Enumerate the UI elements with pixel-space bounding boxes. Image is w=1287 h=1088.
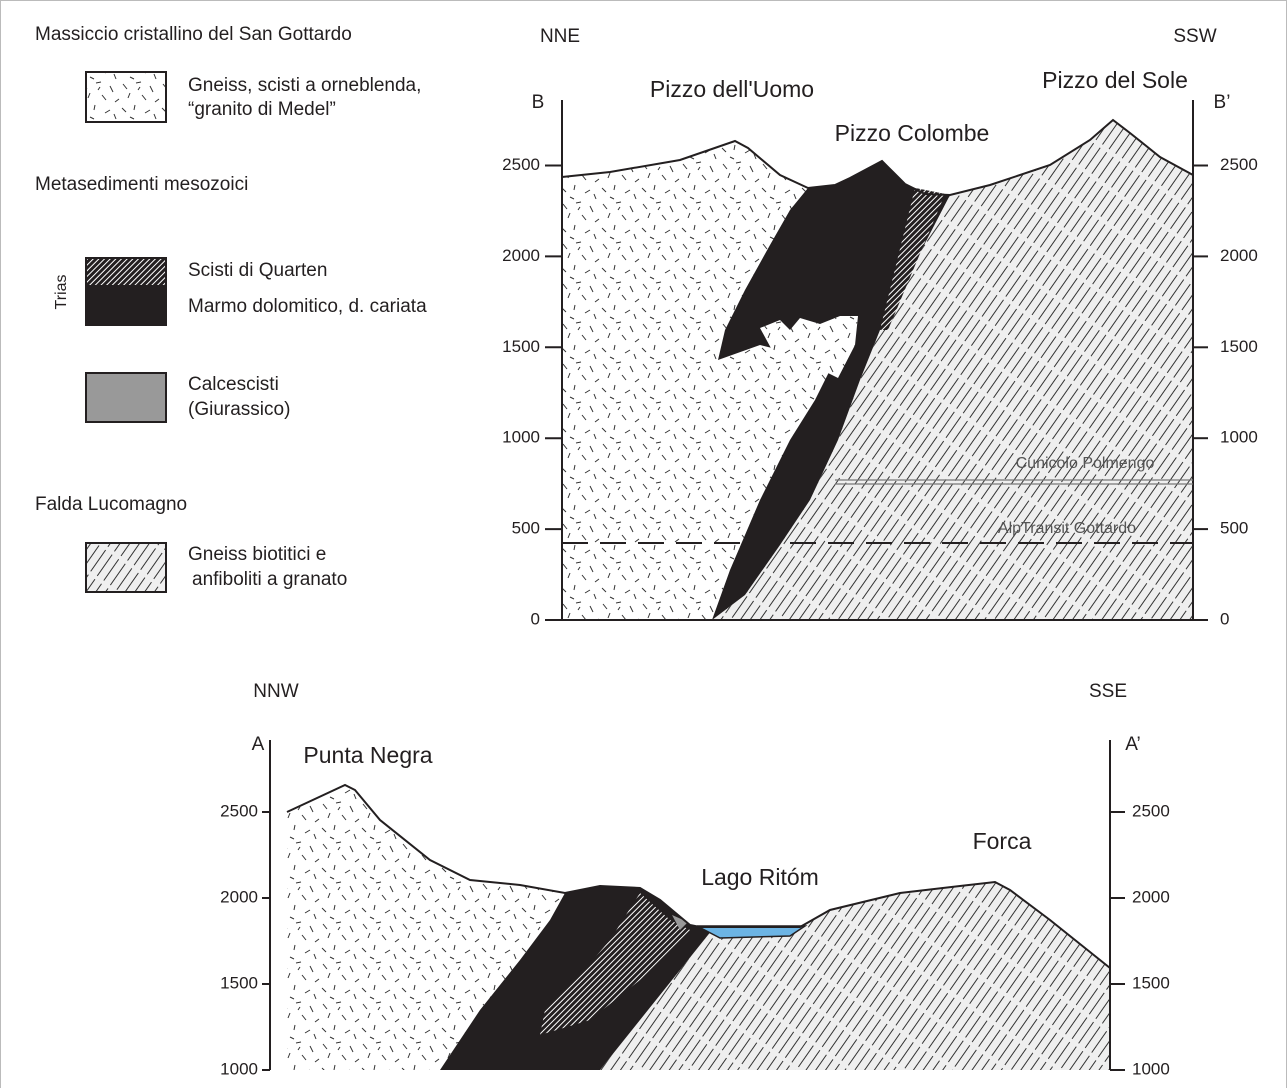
tick-label: 500	[512, 519, 540, 538]
tick-label: 2000	[220, 887, 258, 906]
legend-swatch	[86, 72, 166, 122]
peak-label: Pizzo dell'Uomo	[650, 76, 814, 102]
tick-label: 0	[1220, 609, 1229, 628]
diagram: Massiccio cristallino del San Gottardo G…	[0, 0, 1287, 1088]
legend-swatch	[86, 258, 166, 285]
tunnel-label: AlpTransit Gottardo	[998, 520, 1136, 537]
tick-label: 1000	[1220, 428, 1258, 447]
legend-item: anfiboliti a granato	[192, 569, 347, 590]
tick-label: 500	[1220, 519, 1248, 538]
tick-label: 1500	[502, 337, 540, 356]
direction: SSE	[1089, 681, 1127, 702]
legend-group-title: Falda Lucomagno	[35, 494, 187, 515]
tick-label: 2500	[1220, 155, 1258, 174]
page: Massiccio cristallino del San Gottardo G…	[0, 0, 1287, 1088]
tick-label: 1000	[502, 428, 540, 447]
section-end: B	[532, 92, 545, 113]
falda-body	[600, 882, 1110, 1070]
section-end: A	[252, 734, 265, 755]
tick-label: 2500	[1132, 801, 1170, 820]
section-b: Cunicolo Polmengo AlpTransit Gottardo NN…	[532, 26, 1231, 620]
peak-label: Pizzo del Sole	[1042, 67, 1188, 93]
direction: SSW	[1173, 26, 1216, 47]
legend-item: Gneiss biotitici e	[188, 544, 326, 565]
legend-item: Scisti di Quarten	[188, 260, 327, 281]
legend-swatch	[86, 543, 166, 592]
tick-label: 1000	[220, 1059, 258, 1078]
section-end: A’	[1125, 734, 1140, 755]
legend-swatch	[86, 373, 166, 422]
section-a: NNW SSE A A’ Punta Negra Lago Ritóm Forc…	[252, 681, 1141, 1070]
legend-item: “granito di Medel”	[188, 99, 336, 120]
tick-label: 0	[531, 609, 540, 628]
legend-item: (Giurassico)	[188, 399, 290, 420]
place-label: Forca	[973, 828, 1032, 854]
tick-label: 2500	[502, 155, 540, 174]
peak-label: Pizzo Colombe	[835, 120, 990, 146]
legend-swatch	[86, 285, 166, 325]
tick-label: 1000	[1132, 1059, 1170, 1078]
legend: Massiccio cristallino del San Gottardo G…	[35, 24, 427, 592]
tick-label: 1500	[1132, 973, 1170, 992]
legend-group-label: Trias	[53, 275, 70, 310]
legend-item: Calcescisti	[188, 374, 279, 395]
legend-item: Marmo dolomitico, d. cariata	[188, 296, 427, 317]
legend-item: Gneiss, scisti a orneblenda,	[188, 75, 421, 96]
tick-label: 1500	[220, 973, 258, 992]
tick-label: 2000	[1220, 246, 1258, 265]
section-end: B’	[1214, 92, 1231, 113]
tick-label: 2000	[1132, 887, 1170, 906]
direction: NNW	[253, 681, 298, 702]
place-label: Lago Ritóm	[701, 864, 819, 890]
tick-label: 2000	[502, 246, 540, 265]
legend-group-title: Metasedimenti mesozoici	[35, 174, 248, 195]
direction: NNE	[540, 26, 580, 47]
tunnel-label: Cunicolo Polmengo	[1016, 455, 1155, 472]
tick-label: 1500	[1220, 337, 1258, 356]
legend-group-title: Massiccio cristallino del San Gottardo	[35, 24, 352, 45]
place-label: Punta Negra	[303, 742, 432, 768]
tick-label: 2500	[220, 801, 258, 820]
